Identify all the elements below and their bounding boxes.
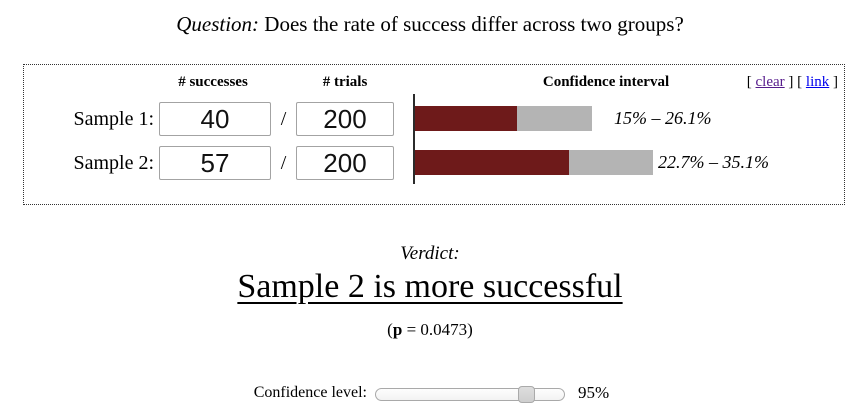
- p-open: (: [387, 320, 393, 339]
- verdict-heading: Sample 2 is more successful: [0, 268, 860, 306]
- sample-2-trials-input[interactable]: [296, 146, 394, 180]
- sample-1-ci-range-segment: [517, 106, 592, 131]
- question-prefix: Question:: [176, 12, 260, 36]
- verdict-label: Verdict:: [400, 243, 460, 264]
- panel-links: [ clear ] [ link ]: [747, 74, 838, 91]
- bracket: ] [: [784, 74, 806, 90]
- share-link[interactable]: link: [805, 74, 830, 90]
- bracket: [: [746, 74, 756, 90]
- column-header-successes: # successes: [178, 74, 248, 90]
- sample-1-successes-input[interactable]: [159, 102, 271, 136]
- samples-panel: # successes # trials Confidence interval…: [23, 64, 845, 205]
- sample-2-ci-bar: [415, 150, 653, 175]
- fraction-slash: /: [280, 152, 287, 174]
- column-header-trials: # trials: [322, 74, 368, 90]
- p-rest: = 0.0473): [402, 320, 473, 339]
- sample-2-ci-text: 22.7% – 35.1%: [658, 152, 769, 172]
- bracket: ]: [829, 74, 838, 90]
- sample-1-ci-text: 15% – 26.1%: [614, 108, 712, 128]
- question-text: Does the rate of success differ across t…: [264, 12, 684, 36]
- sample-1-ci-bar: [415, 106, 592, 131]
- p-value: (p = 0.0473): [0, 320, 860, 340]
- sample-1-label: Sample 1:: [73, 108, 154, 130]
- sample-2-successes-input[interactable]: [159, 146, 271, 180]
- sample-2-ci-lower-segment: [415, 150, 569, 175]
- ci-axis-line: [413, 94, 415, 184]
- sample-2-label: Sample 2:: [73, 152, 154, 174]
- confidence-slider-thumb[interactable]: [518, 386, 535, 403]
- confidence-level-label: Confidence level:: [253, 384, 367, 401]
- clear-link[interactable]: clear: [755, 74, 785, 90]
- sample-1-trials-input[interactable]: [296, 102, 394, 136]
- fraction-slash: /: [280, 108, 287, 130]
- sample-2-ci-range-segment: [569, 150, 653, 175]
- page-title: Question: Does the rate of success diffe…: [0, 12, 860, 37]
- confidence-level-value: 95%: [578, 383, 610, 402]
- verdict-text: Sample 2 is more successful: [237, 268, 623, 305]
- column-header-confidence-interval: Confidence interval: [542, 74, 670, 90]
- confidence-slider[interactable]: [375, 386, 565, 403]
- sample-1-ci-lower-segment: [415, 106, 517, 131]
- p-symbol: p: [392, 320, 403, 339]
